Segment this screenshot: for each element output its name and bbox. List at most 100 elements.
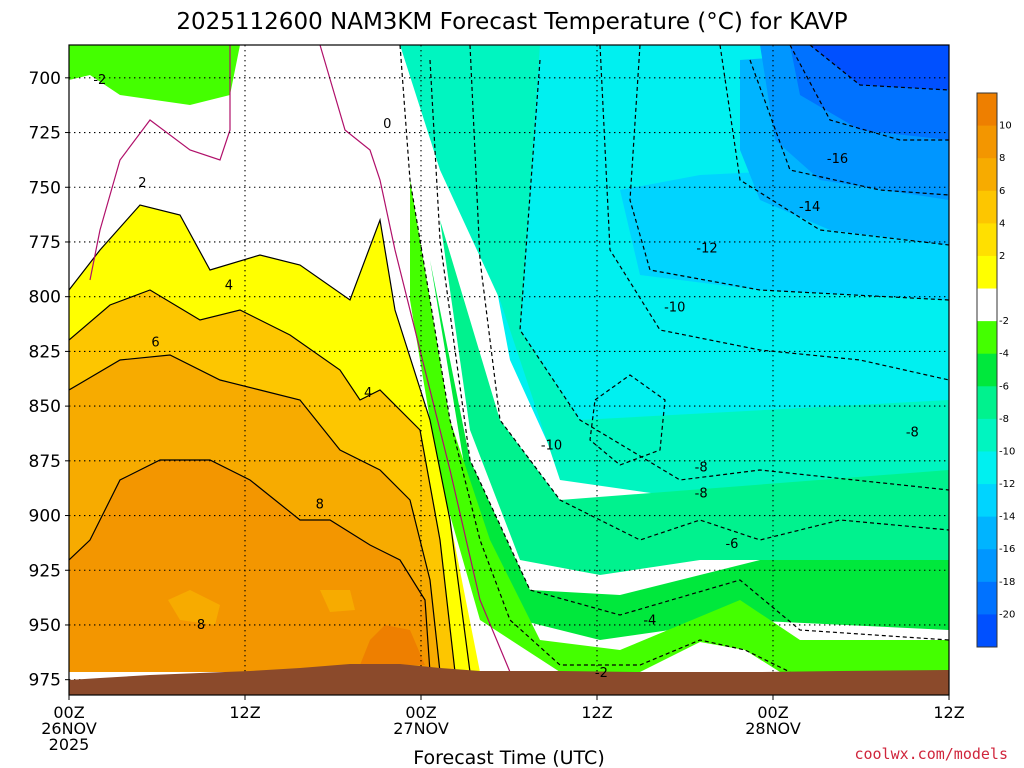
colorbar-bin xyxy=(977,451,997,485)
contour-label: 6 xyxy=(151,336,159,351)
x-tick-label: 2025 xyxy=(49,735,90,754)
contour-label-layer: -2 0 2 4 6 4 8 8 -2 -4 -6 -8 -8 -8 -10 -10 -12 -14 -16 xyxy=(93,73,919,681)
contour-label: -16 xyxy=(827,152,848,167)
contour-label: -4 xyxy=(643,614,656,629)
colorbar-label: 4 xyxy=(999,218,1005,229)
colorbar-bin xyxy=(977,549,997,583)
contour-label: -12 xyxy=(696,242,717,257)
contour-label: 4 xyxy=(225,279,233,294)
band-white-melt xyxy=(640,642,780,672)
contour-4 xyxy=(69,289,456,673)
contour-label: -10 xyxy=(541,439,562,454)
band-8to10 xyxy=(69,460,430,672)
contour-neg18 xyxy=(789,45,949,141)
colorbar-bin xyxy=(977,190,997,224)
colorbar-bin xyxy=(977,255,997,290)
colorbar-bin xyxy=(977,288,997,322)
contour-neg10 xyxy=(599,45,949,381)
contour-neg8-closed xyxy=(589,374,666,466)
y-tick-label: 850 xyxy=(29,397,61,417)
colorbar-bin xyxy=(977,418,997,452)
contour-label: 8 xyxy=(316,498,324,513)
contour-neg4 xyxy=(429,59,949,641)
band-lime-topleft xyxy=(69,45,240,105)
contour-label: 2 xyxy=(138,176,146,191)
y-tick-label: 875 xyxy=(29,452,61,472)
terrain-ground xyxy=(69,664,949,695)
colorbar-label: 8 xyxy=(999,153,1005,164)
colorbar-label: 6 xyxy=(999,186,1005,197)
colorbar-frame xyxy=(976,92,998,648)
plot-frame xyxy=(68,44,950,696)
colorbar-label: -2 xyxy=(999,316,1009,327)
colorbar-bin xyxy=(977,223,997,257)
band-teal xyxy=(400,45,949,520)
plot-area: -2 0 2 4 6 4 8 8 -2 -4 -6 -8 -8 -8 -10 -10 -12 -14 -16 xyxy=(69,45,949,695)
x-tick-label: 12Z xyxy=(581,703,612,722)
y-tick-label: 825 xyxy=(29,342,61,362)
colorbar-bin xyxy=(977,93,997,127)
y-tick-label: 700 xyxy=(29,69,61,89)
contour-label: -8 xyxy=(695,487,708,502)
colorbar-label: -8 xyxy=(999,414,1009,425)
x-tick-label: 12Z xyxy=(229,703,260,722)
contour-label: -8 xyxy=(906,425,919,440)
colorbar-label: -14 xyxy=(999,512,1015,523)
contour-neg20 xyxy=(809,45,949,91)
contour-2 xyxy=(69,204,471,673)
contour-label: 4 xyxy=(364,386,372,401)
colorbar-label: -20 xyxy=(999,609,1015,620)
contour-8 xyxy=(69,459,431,673)
x-tick-label: 00Z xyxy=(757,703,788,722)
band-blue-4 xyxy=(810,45,949,90)
contour-6 xyxy=(69,354,441,673)
contour-label: -6 xyxy=(725,537,738,552)
credit-text: coolwx.com/models xyxy=(854,745,1008,763)
contour-label: -2 xyxy=(595,666,608,681)
contour-layer xyxy=(69,45,949,673)
colorbar-bin xyxy=(977,321,997,355)
colorbar: 10 8 6 4 2 -2 -4 -6 -8 -10 -12 -14 -16 -18 -20 xyxy=(976,92,1015,648)
contour-neg16 xyxy=(749,59,949,196)
band-green-2 xyxy=(430,260,949,640)
colorbar-label: 2 xyxy=(999,251,1005,262)
y-tick-label: 950 xyxy=(29,616,61,636)
x-tick-label: 00Z xyxy=(53,703,84,722)
colorbar-bin xyxy=(977,581,997,615)
y-tick-label: 925 xyxy=(29,561,61,581)
colorbar-label: -12 xyxy=(999,479,1015,490)
colorbar-bin xyxy=(977,125,997,159)
contour-label: -8 xyxy=(695,460,708,475)
y-tick-label: 900 xyxy=(29,507,61,527)
y-axis: 700 725 750 775 800 825 850 875 900 925 950 975 xyxy=(29,69,69,691)
y-tick-label: 725 xyxy=(29,124,61,144)
contour-label: -2 xyxy=(93,73,106,88)
band-warm-pocket-3 xyxy=(320,590,355,612)
colorbar-label: 10 xyxy=(999,121,1012,132)
contour-neg14 xyxy=(719,45,949,246)
contour-neg6 xyxy=(469,45,949,541)
x-tick-label: 26NOV xyxy=(41,719,97,738)
contour-label: -10 xyxy=(664,301,685,316)
colorbar-label: -6 xyxy=(999,381,1009,392)
temperature-fill-layer xyxy=(69,45,949,672)
band-warm-pocket-1 xyxy=(360,625,425,665)
contour-label: 8 xyxy=(197,618,205,633)
colorbar-bin xyxy=(977,353,997,387)
chart-title: 2025112600 NAM3KM Forecast Temperature (… xyxy=(176,9,847,35)
y-tick-label: 750 xyxy=(29,178,61,198)
band-warm-pocket-2 xyxy=(168,590,220,625)
colorbar-label: -16 xyxy=(999,544,1015,555)
y-tick-label: 975 xyxy=(29,671,61,691)
contour-label: -14 xyxy=(799,200,820,215)
x-tick-label: 00Z xyxy=(405,703,436,722)
x-tick-label: 12Z xyxy=(933,703,964,722)
x-axis-label: Forecast Time (UTC) xyxy=(413,747,604,768)
colorbar-label: -10 xyxy=(999,446,1015,457)
colorbar-bin xyxy=(977,158,997,192)
colorbar-label: -18 xyxy=(999,577,1015,588)
contour-neg2 xyxy=(399,45,791,673)
contour-0 xyxy=(89,45,511,673)
